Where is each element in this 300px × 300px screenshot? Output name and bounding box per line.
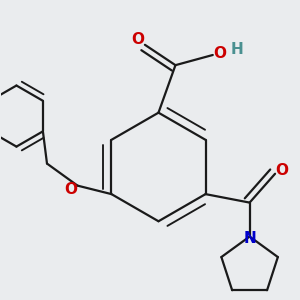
Text: O: O <box>275 163 288 178</box>
Text: H: H <box>230 42 243 57</box>
Text: N: N <box>243 231 256 246</box>
Text: O: O <box>132 32 145 47</box>
Text: O: O <box>213 46 226 61</box>
Text: O: O <box>64 182 77 196</box>
